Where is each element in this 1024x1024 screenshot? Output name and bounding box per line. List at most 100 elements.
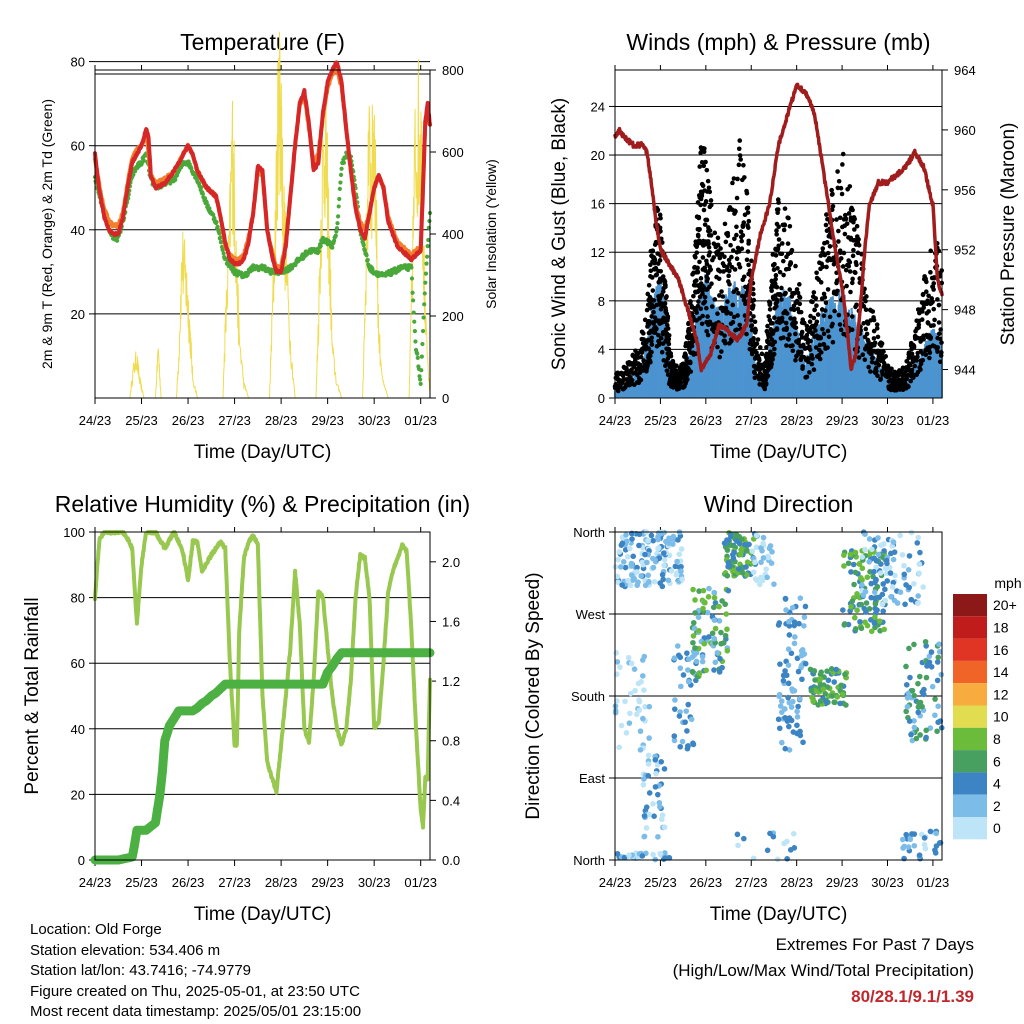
p0-td-point <box>419 354 424 359</box>
p1-gust-point <box>664 368 670 373</box>
p1-gust-point <box>935 345 941 350</box>
p3-direction-point <box>636 542 642 549</box>
p0-td-point <box>218 235 223 240</box>
p1-gust-point <box>657 258 663 263</box>
p1-gust-point <box>814 303 819 308</box>
p1-gust-point <box>930 299 935 305</box>
p1-y-tick-label: 24 <box>591 99 605 114</box>
p1-gust-point <box>722 333 727 338</box>
p0-x-tick-label: 26/23 <box>172 413 205 428</box>
p1-gust-point <box>773 253 779 258</box>
p3-direction-point <box>672 563 679 570</box>
p3-direction-point <box>665 577 672 584</box>
p1-gust-point <box>829 187 834 193</box>
p1-gust-point <box>775 207 781 212</box>
p1-gust-point <box>846 211 852 216</box>
p3-direction-point <box>704 609 711 616</box>
p1-gust-point <box>925 298 930 304</box>
p1-gust-point <box>700 255 706 260</box>
p0-y-tick-label: 60 <box>71 139 85 154</box>
p1-gust-point <box>776 200 781 205</box>
p1-gust-point <box>797 301 803 307</box>
p0-solar-series <box>129 31 430 399</box>
p3-direction-point <box>643 825 650 831</box>
p1-gust-point <box>715 235 721 241</box>
p3-direction-point <box>726 537 732 543</box>
p3-direction-point <box>786 632 793 638</box>
p1-gust-point <box>722 254 727 260</box>
p1-gust-point <box>908 378 914 384</box>
p1-gust-point <box>809 361 815 367</box>
p1-gust-point <box>727 261 732 267</box>
p1-gust-point <box>774 232 779 237</box>
p1-gust-point <box>741 163 746 168</box>
p1-gust-point <box>767 300 773 306</box>
p3-direction-point <box>700 587 707 594</box>
p1-gust-point <box>691 293 696 299</box>
p1-gust-point <box>856 355 862 360</box>
p3-direction-point <box>829 693 835 699</box>
p1-gust-point <box>751 337 756 343</box>
p1-gust-point <box>820 246 826 251</box>
p1-gust-point <box>779 297 784 302</box>
p0-td-point <box>426 237 431 243</box>
p3-direction-point <box>711 589 718 596</box>
p1-gust-point <box>720 294 726 299</box>
p1-gust-point <box>821 342 827 347</box>
p0-td-point <box>200 191 205 196</box>
p1-gust-point <box>705 178 711 184</box>
p1-gust-point <box>629 367 634 372</box>
p3-x-tick-label: 29/23 <box>826 875 859 890</box>
p1-gust-point <box>830 321 835 327</box>
p0-td-point <box>422 302 427 307</box>
p1-gust-point <box>900 365 906 371</box>
p1-gust-point <box>749 323 755 328</box>
p3-direction-point <box>872 605 878 612</box>
p1-gust-point <box>765 373 771 379</box>
p0-x-tick-label: 29/23 <box>311 413 344 428</box>
p3-direction-point <box>633 711 640 718</box>
p1-y-tick-right-label: 960 <box>954 123 976 138</box>
p3-direction-point <box>786 723 792 730</box>
p1-gust-point <box>844 221 850 226</box>
p1-gust-point <box>797 295 803 300</box>
p1-gust-point <box>787 287 793 292</box>
p3-x-tick-label: 24/23 <box>599 875 632 890</box>
p1-gust-point <box>837 322 843 327</box>
p1-gust-point <box>668 351 674 356</box>
p3-direction-point <box>661 824 668 831</box>
p1-gust-point <box>932 317 937 323</box>
p3-direction-point <box>672 697 678 703</box>
p3-direction-point <box>616 744 623 751</box>
p0-td-point <box>427 218 432 224</box>
p1-gust-point <box>928 270 933 275</box>
p1-gust-point <box>735 176 740 182</box>
p1-gust-point <box>790 343 795 348</box>
p1-gust-point <box>881 349 886 354</box>
p3-direction-point <box>644 559 650 566</box>
p0-td-point <box>410 290 415 295</box>
p0-td-point <box>425 244 430 249</box>
p1-gust-point <box>735 313 740 318</box>
p1-gust-point <box>774 327 780 332</box>
p1-gust-point <box>771 267 777 273</box>
p1-gust-point <box>735 245 741 251</box>
p3-direction-point <box>675 652 682 659</box>
p3-direction-point <box>778 739 785 746</box>
p1-y-tick-right-label: 956 <box>954 183 976 198</box>
p1-gust-point <box>928 335 934 340</box>
p1-gust-point <box>937 336 943 342</box>
p1-gust-point <box>786 337 791 342</box>
p3-direction-point <box>679 576 685 583</box>
p3-direction-point <box>641 653 648 660</box>
p1-x-tick-label: 29/23 <box>826 413 859 428</box>
p1-gust-point <box>827 244 833 249</box>
p3-direction-point <box>868 616 874 623</box>
p3-direction-point <box>852 626 859 632</box>
p1-gust-point <box>646 346 651 351</box>
p3-direction-point <box>786 715 793 721</box>
p3-direction-point <box>872 614 878 620</box>
p1-gust-point <box>769 361 774 367</box>
p1-gust-point <box>755 337 761 342</box>
p2-y-tick-label: 60 <box>71 656 85 671</box>
